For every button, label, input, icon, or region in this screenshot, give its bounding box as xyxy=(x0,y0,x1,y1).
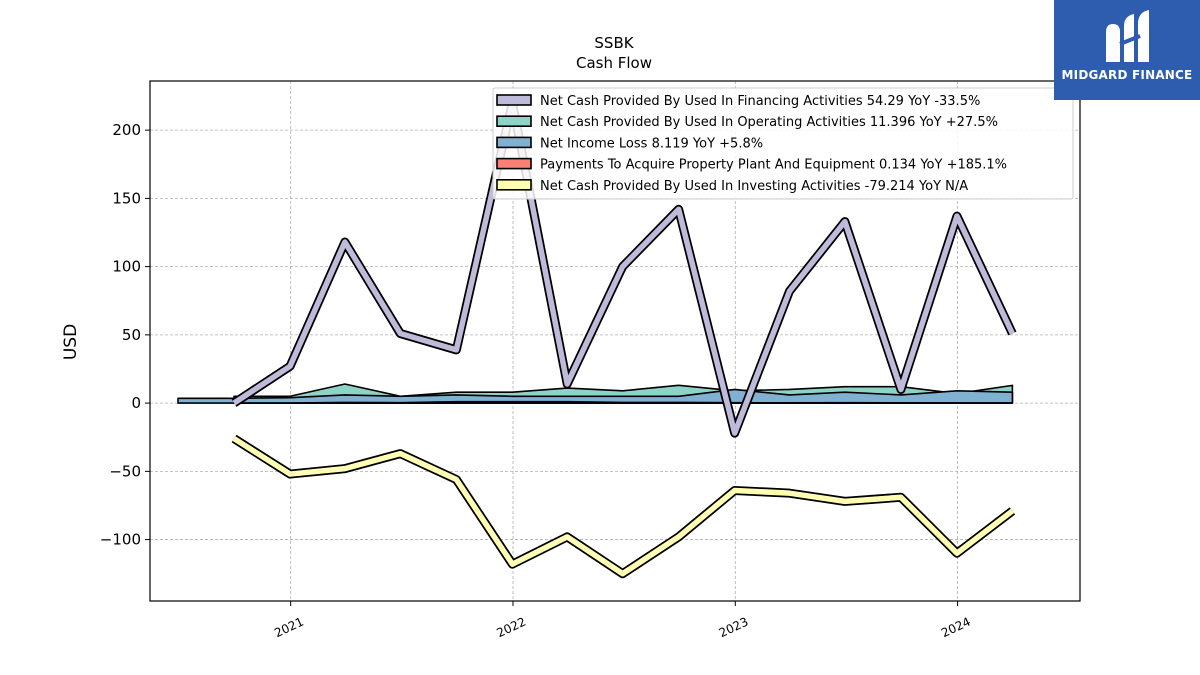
legend-swatch xyxy=(496,179,532,191)
brand-logo: MIDGARD FINANCE xyxy=(1054,0,1200,100)
series-bands xyxy=(177,383,1014,404)
legend-swatch xyxy=(496,94,532,106)
series-line xyxy=(232,436,1015,577)
legend-label: Payments To Acquire Property Plant And E… xyxy=(540,158,1007,173)
y-ticks: −100 −50 0 50 100 150 200 xyxy=(100,121,150,549)
legend-swatch xyxy=(496,157,532,170)
x-tick-label: 2023 xyxy=(717,615,751,641)
y-tick-label: 50 xyxy=(122,326,141,344)
y-tick-label: 150 xyxy=(112,189,141,207)
x-ticks: 2021 2022 2023 2024 xyxy=(272,601,973,641)
y-tick-label: −100 xyxy=(100,531,141,549)
plot-frame xyxy=(149,80,1081,602)
series-line xyxy=(232,100,1015,436)
y-tick-label: −50 xyxy=(109,462,141,480)
series-band xyxy=(233,400,1014,404)
legend: Net Cash Provided By Used In Financing A… xyxy=(492,87,1074,200)
y-tick-label: 100 xyxy=(112,258,141,276)
series-lines xyxy=(231,98,1017,579)
series-line-outline xyxy=(231,434,1016,579)
legend-swatch xyxy=(496,136,532,149)
x-tick-label: 2022 xyxy=(494,615,528,641)
chart-title: SSBK xyxy=(594,34,634,52)
x-tick-label: 2021 xyxy=(272,615,306,641)
y-tick-label: 0 xyxy=(131,394,141,412)
y-axis-label: USD xyxy=(61,324,81,360)
legend-label: Net Income Loss 8.119 YoY +5.8% xyxy=(540,136,763,151)
legend-label: Net Cash Provided By Used In Financing A… xyxy=(540,94,980,109)
legend-frame xyxy=(492,87,1074,200)
brand-logo-icon xyxy=(1106,10,1149,62)
legend-swatch xyxy=(496,115,532,127)
x-tick-label: 2024 xyxy=(939,615,973,641)
legend-label: Net Cash Provided By Used In Investing A… xyxy=(540,179,968,194)
legend-label: Net Cash Provided By Used In Operating A… xyxy=(540,115,998,130)
y-tick-label: 200 xyxy=(112,121,141,139)
series-band xyxy=(177,388,1014,404)
brand-name: MIDGARD FINANCE xyxy=(1061,68,1193,82)
chart-subtitle: Cash Flow xyxy=(576,54,652,72)
